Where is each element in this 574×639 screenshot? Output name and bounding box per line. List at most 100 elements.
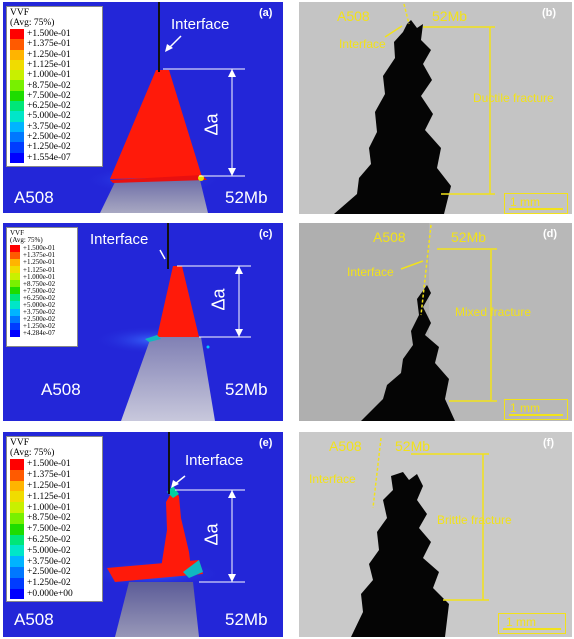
delta-a-label: Δa: [201, 523, 222, 546]
panel-d-micrograph: A508 52Mb Interface Mixed fracture 1 mm …: [299, 223, 572, 421]
legend-swatch: [10, 315, 20, 323]
legend-value: +1.250e-01: [23, 258, 56, 267]
legend-row: +3.750e-02: [10, 308, 74, 316]
legend-swatch: [10, 258, 20, 266]
legend-swatch: [10, 294, 20, 302]
legend-swatch: [10, 28, 24, 40]
legend-scale: +1.500e-01 +1.375e-01 +1.250e-01 +1.125e-01…: [10, 28, 99, 163]
legend-swatch: [10, 39, 24, 50]
scale-bar-label: 1 mm: [506, 615, 536, 629]
legend-value: +1.250e-01: [27, 49, 71, 60]
legend-swatch: [10, 265, 20, 274]
legend-a: VVF (Avg: 75%) +1.500e-01 +1.375e-01 +1.25…: [6, 6, 103, 167]
legend-row: +7.500e-02: [10, 287, 74, 295]
legend-swatch: [10, 251, 20, 259]
legend-row: +7.500e-02: [10, 90, 99, 102]
legend-row: +1.125e-01: [10, 491, 99, 503]
legend-row: +1.375e-01: [10, 469, 99, 481]
panel-b-micrograph: A508 52Mb Interface Ductile fracture 1 m…: [299, 2, 572, 214]
interface-arrowhead: [171, 480, 179, 488]
legend-swatch: [10, 308, 20, 316]
material-left-label: A508: [41, 380, 81, 399]
panel-f-graphics: [351, 437, 489, 637]
panel-a-simulation: VVF (Avg: 75%) +1.500e-01 +1.375e-01 +1.25…: [3, 2, 283, 213]
delta-arrow-top: [228, 69, 236, 77]
legend-swatch: [10, 469, 24, 481]
legend-row: +2.500e-02: [10, 566, 99, 578]
material-right-label: 52Mb: [225, 380, 268, 399]
scale-bar: 1 mm: [504, 399, 568, 420]
damage-zone: [110, 70, 202, 179]
delta-arrow-bottom: [228, 168, 236, 176]
legend-row: +1.125e-01: [10, 265, 74, 274]
legend-swatch: [10, 70, 24, 81]
legend-swatch: [10, 131, 24, 143]
fracture-region: [361, 285, 455, 421]
legend-value: +1.125e-01: [27, 491, 71, 502]
legend-value: +1.500e-01: [27, 29, 71, 40]
legend-row: +1.375e-01: [10, 251, 74, 259]
legend-swatch: [10, 287, 20, 295]
fracture-region: [334, 20, 451, 214]
legend-c: VVF (Avg: 75%) +1.500e-01 +1.375e-01 +1.25…: [6, 227, 78, 347]
interface-dash: [420, 224, 432, 316]
legend-value: +2.500e-02: [27, 567, 71, 578]
legend-row: +7.500e-02: [10, 523, 99, 535]
delta-arrow-bottom: [235, 329, 243, 337]
legend-row: +3.750e-02: [10, 556, 99, 567]
legend-row: +1.500e-01: [10, 458, 99, 470]
panel-label: (f): [543, 437, 554, 449]
interface-arrowhead: [165, 44, 173, 52]
scale-bar-label: 1 mm: [510, 195, 540, 209]
legend-swatch: [10, 523, 24, 535]
legend-value: +0.000e+00: [27, 588, 73, 599]
delta-a-label: Δa: [201, 113, 222, 136]
legend-value: +1.000e-01: [27, 502, 71, 513]
panel-e-graphics: [83, 432, 245, 637]
legend-swatch: [10, 244, 20, 252]
legend-row: +1.500e-01: [10, 28, 99, 40]
interface-arrow: [159, 249, 166, 260]
legend-swatch: [10, 458, 24, 470]
legend-title: VVF: [10, 8, 30, 18]
delta-a-label: Δa: [208, 288, 229, 311]
fracture-type-label: Mixed fracture: [455, 305, 532, 319]
material-right-label: 52Mb: [451, 229, 487, 245]
legend-row: +1.250e-02: [10, 322, 74, 331]
legend-row: +1.375e-01: [10, 39, 99, 50]
legend-value: +5.000e-02: [23, 300, 56, 309]
legend-row: +5.000e-02: [10, 111, 99, 122]
legend-value: +5.000e-02: [27, 545, 71, 556]
delta-arrow-top: [235, 266, 243, 274]
legend-value: +1.000e-01: [23, 272, 56, 281]
legend-subtitle: (Avg: 75%): [10, 17, 55, 28]
legend-value: +1.250e-02: [23, 322, 56, 331]
legend-value: +1.500e-01: [27, 459, 71, 470]
damage-spot: [206, 345, 210, 349]
damage-zone: [161, 490, 191, 568]
legend-subtitle: (Avg: 75%): [10, 447, 55, 458]
legend-row: +6.250e-02: [10, 101, 99, 112]
panel-label: (c): [259, 228, 273, 240]
interface-label: Interface: [90, 231, 149, 248]
legend-swatch: [10, 329, 20, 337]
legend-row: +1.000e-01: [10, 502, 99, 513]
legend-swatch: [10, 301, 20, 309]
legend-swatch: [10, 480, 24, 492]
damage-zone-edge: [145, 335, 161, 342]
legend-value: +6.250e-02: [27, 534, 71, 545]
material-right-label: 52Mb: [225, 188, 268, 207]
legend-value: +1.000e-01: [27, 70, 71, 81]
material-left-label: A508: [329, 438, 362, 454]
crack-body: [115, 582, 199, 637]
scale-bar-line: [503, 628, 561, 630]
fracture-type-label: Ductile fracture: [473, 91, 554, 105]
legend-value: +8.750e-02: [27, 80, 71, 91]
legend-row: +1.554e-07: [10, 152, 99, 163]
material-right-label: 52Mb: [432, 8, 468, 24]
interface-arrow: [168, 35, 182, 49]
interface-label: Interface: [185, 452, 244, 469]
legend-row: +1.250e-02: [10, 142, 99, 153]
legend-e: VVF (Avg: 75%) +1.500e-01 +1.375e-01 +1.25…: [6, 436, 103, 602]
legend-row: +5.000e-02: [10, 545, 99, 557]
